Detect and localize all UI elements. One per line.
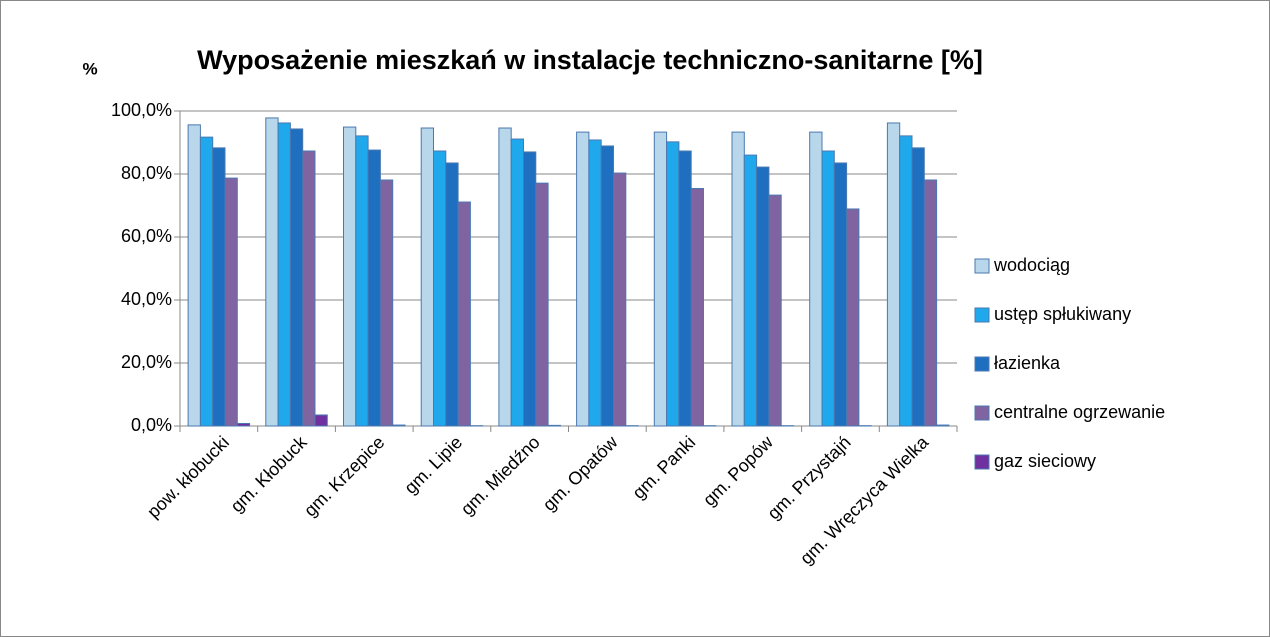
bar xyxy=(923,179,938,427)
y-axis-title: % xyxy=(82,59,97,78)
legend-label: gaz sieciowy xyxy=(994,451,1096,471)
bar xyxy=(743,154,758,427)
bar xyxy=(613,172,627,427)
legend-label: wodociąg xyxy=(993,255,1070,275)
bar xyxy=(653,131,668,427)
bar xyxy=(899,135,913,427)
bar xyxy=(690,187,705,427)
bar xyxy=(576,131,590,427)
bar xyxy=(355,135,369,427)
bar xyxy=(236,422,251,427)
bar xyxy=(886,122,901,427)
bar xyxy=(302,150,316,427)
bar xyxy=(600,145,615,427)
legend-swatch xyxy=(974,356,990,372)
y-tick-label: 80,0% xyxy=(121,163,172,183)
bar xyxy=(911,147,925,427)
y-tick-label: 40,0% xyxy=(121,289,172,309)
y-tick-label: 20,0% xyxy=(121,352,172,372)
bar xyxy=(367,149,381,427)
bar xyxy=(343,126,357,427)
bar xyxy=(535,182,549,427)
bar xyxy=(277,122,291,427)
bar xyxy=(265,117,279,427)
y-tick-label: 100,0% xyxy=(111,100,172,120)
bar xyxy=(768,194,782,427)
legend-swatch xyxy=(974,258,990,274)
bar xyxy=(833,162,848,427)
bar xyxy=(821,150,835,427)
bar xyxy=(547,424,561,427)
bar xyxy=(199,136,214,427)
bar xyxy=(289,128,304,427)
bar xyxy=(936,424,950,427)
chart-title: Wyposażenie mieszkań w instalacje techni… xyxy=(197,45,983,75)
bar xyxy=(809,131,823,427)
bar xyxy=(187,124,201,427)
bar xyxy=(392,424,406,427)
bar xyxy=(420,127,435,427)
legend-label: ustęp spłukiwany xyxy=(994,304,1131,324)
bar xyxy=(379,179,394,427)
bar xyxy=(314,414,328,427)
bar xyxy=(445,162,459,427)
bar xyxy=(846,208,860,427)
legend-label: centralne ogrzewanie xyxy=(994,402,1165,422)
legend-swatch xyxy=(974,405,990,421)
bar xyxy=(523,151,537,427)
y-tick-label: 60,0% xyxy=(121,226,172,246)
bar xyxy=(212,147,226,427)
bar xyxy=(510,138,525,427)
legend-label: łazienka xyxy=(994,353,1061,373)
bar xyxy=(588,139,602,427)
y-tick-label: 0,0% xyxy=(131,415,172,435)
bar xyxy=(731,131,745,427)
bar xyxy=(457,201,471,427)
bar xyxy=(498,127,512,427)
legend-swatch xyxy=(974,454,990,470)
bar xyxy=(678,150,692,427)
bar xyxy=(433,150,447,427)
legend-swatch xyxy=(974,307,990,323)
bar xyxy=(666,141,680,427)
bar xyxy=(756,166,770,427)
bar xyxy=(224,177,238,427)
